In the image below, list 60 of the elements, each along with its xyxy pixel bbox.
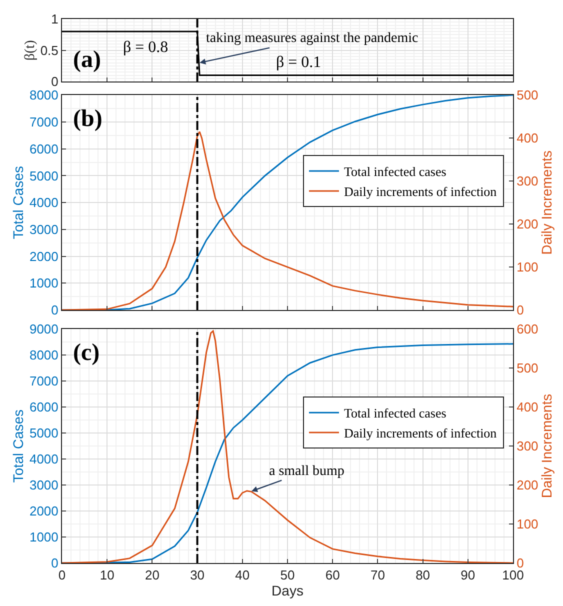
y-tick-label: 6000 [29,141,58,156]
y-tick-label: 0 [51,302,58,318]
y2-axis-title: Daily Increments [538,394,554,498]
y2-tick-label: 400 [516,130,538,146]
legend-label: Total infected cases [344,164,446,180]
x-tick-label: 90 [460,568,476,583]
y-tick-label: 7000 [29,374,58,389]
x-tick-label: 30 [190,568,205,583]
x-tick-label: 60 [325,568,340,583]
y-axis-title: Total Cases [10,166,26,240]
y-tick-label: 3000 [29,478,58,493]
y2-tick-label: 200 [516,216,538,232]
x-tick-label: 80 [416,568,430,583]
x-axis-title: Days [272,582,304,599]
legend-label: Total infected cases [344,406,446,421]
y-tick-label: 1000 [29,530,58,545]
y-tick-label: 5000 [29,168,58,184]
y2-tick-label: 100 [516,516,538,532]
annotation: taking measures against the pandemic [206,31,418,46]
x-tick-label: 50 [280,568,295,583]
y2-tick-label: 300 [516,174,538,189]
y-tick-label: 2000 [29,504,58,519]
annotation: a small bump [269,464,344,479]
y2-tick-label: 400 [516,400,538,415]
y-axis-title: β(t) [22,40,38,60]
y-tick-label: 6000 [29,400,58,415]
y2-tick-label: 600 [516,322,538,337]
y2-tick-label: 300 [516,438,538,454]
annotation: β = 0.8 [123,39,168,56]
y-tick-label: 3000 [29,222,58,238]
x-tick-label: 10 [100,568,114,583]
y-tick-label: 4000 [29,195,58,210]
legend-label: Daily increments of infection [344,426,498,441]
x-tick-label: 20 [144,568,160,583]
y2-tick-label: 100 [516,260,538,275]
y2-tick-label: 500 [516,88,538,103]
y-tick-label: 1000 [29,276,58,291]
y-tick-label: 7000 [29,114,58,130]
annotation: (c) [73,340,100,366]
y-tick-label: 8000 [29,88,58,103]
y-tick-label: 0.5 [40,42,58,58]
annotation: (a) [73,47,101,73]
y-tick-label: 9000 [29,322,58,337]
y2-axis-title: Daily Increments [538,150,554,255]
annotation: β = 0.1 [276,54,322,71]
legend-label: Daily increments of infection [344,184,498,200]
y-tick-label: 4000 [29,452,58,467]
annotation: (b) [73,106,102,132]
x-tick-label: 70 [370,568,385,583]
y-tick-label: 1 [51,12,58,27]
y-tick-label: 2000 [29,248,58,264]
y-axis-title: Total Cases [10,409,26,483]
y-tick-label: 0 [51,556,58,571]
y2-tick-label: 200 [516,478,538,493]
x-tick-label: 40 [235,568,250,583]
y-tick-label: 8000 [29,348,58,363]
y-tick-label: 0 [51,74,58,90]
y2-tick-label: 500 [516,360,538,376]
y2-tick-label: 0 [516,302,524,318]
y-tick-label: 5000 [29,426,58,441]
